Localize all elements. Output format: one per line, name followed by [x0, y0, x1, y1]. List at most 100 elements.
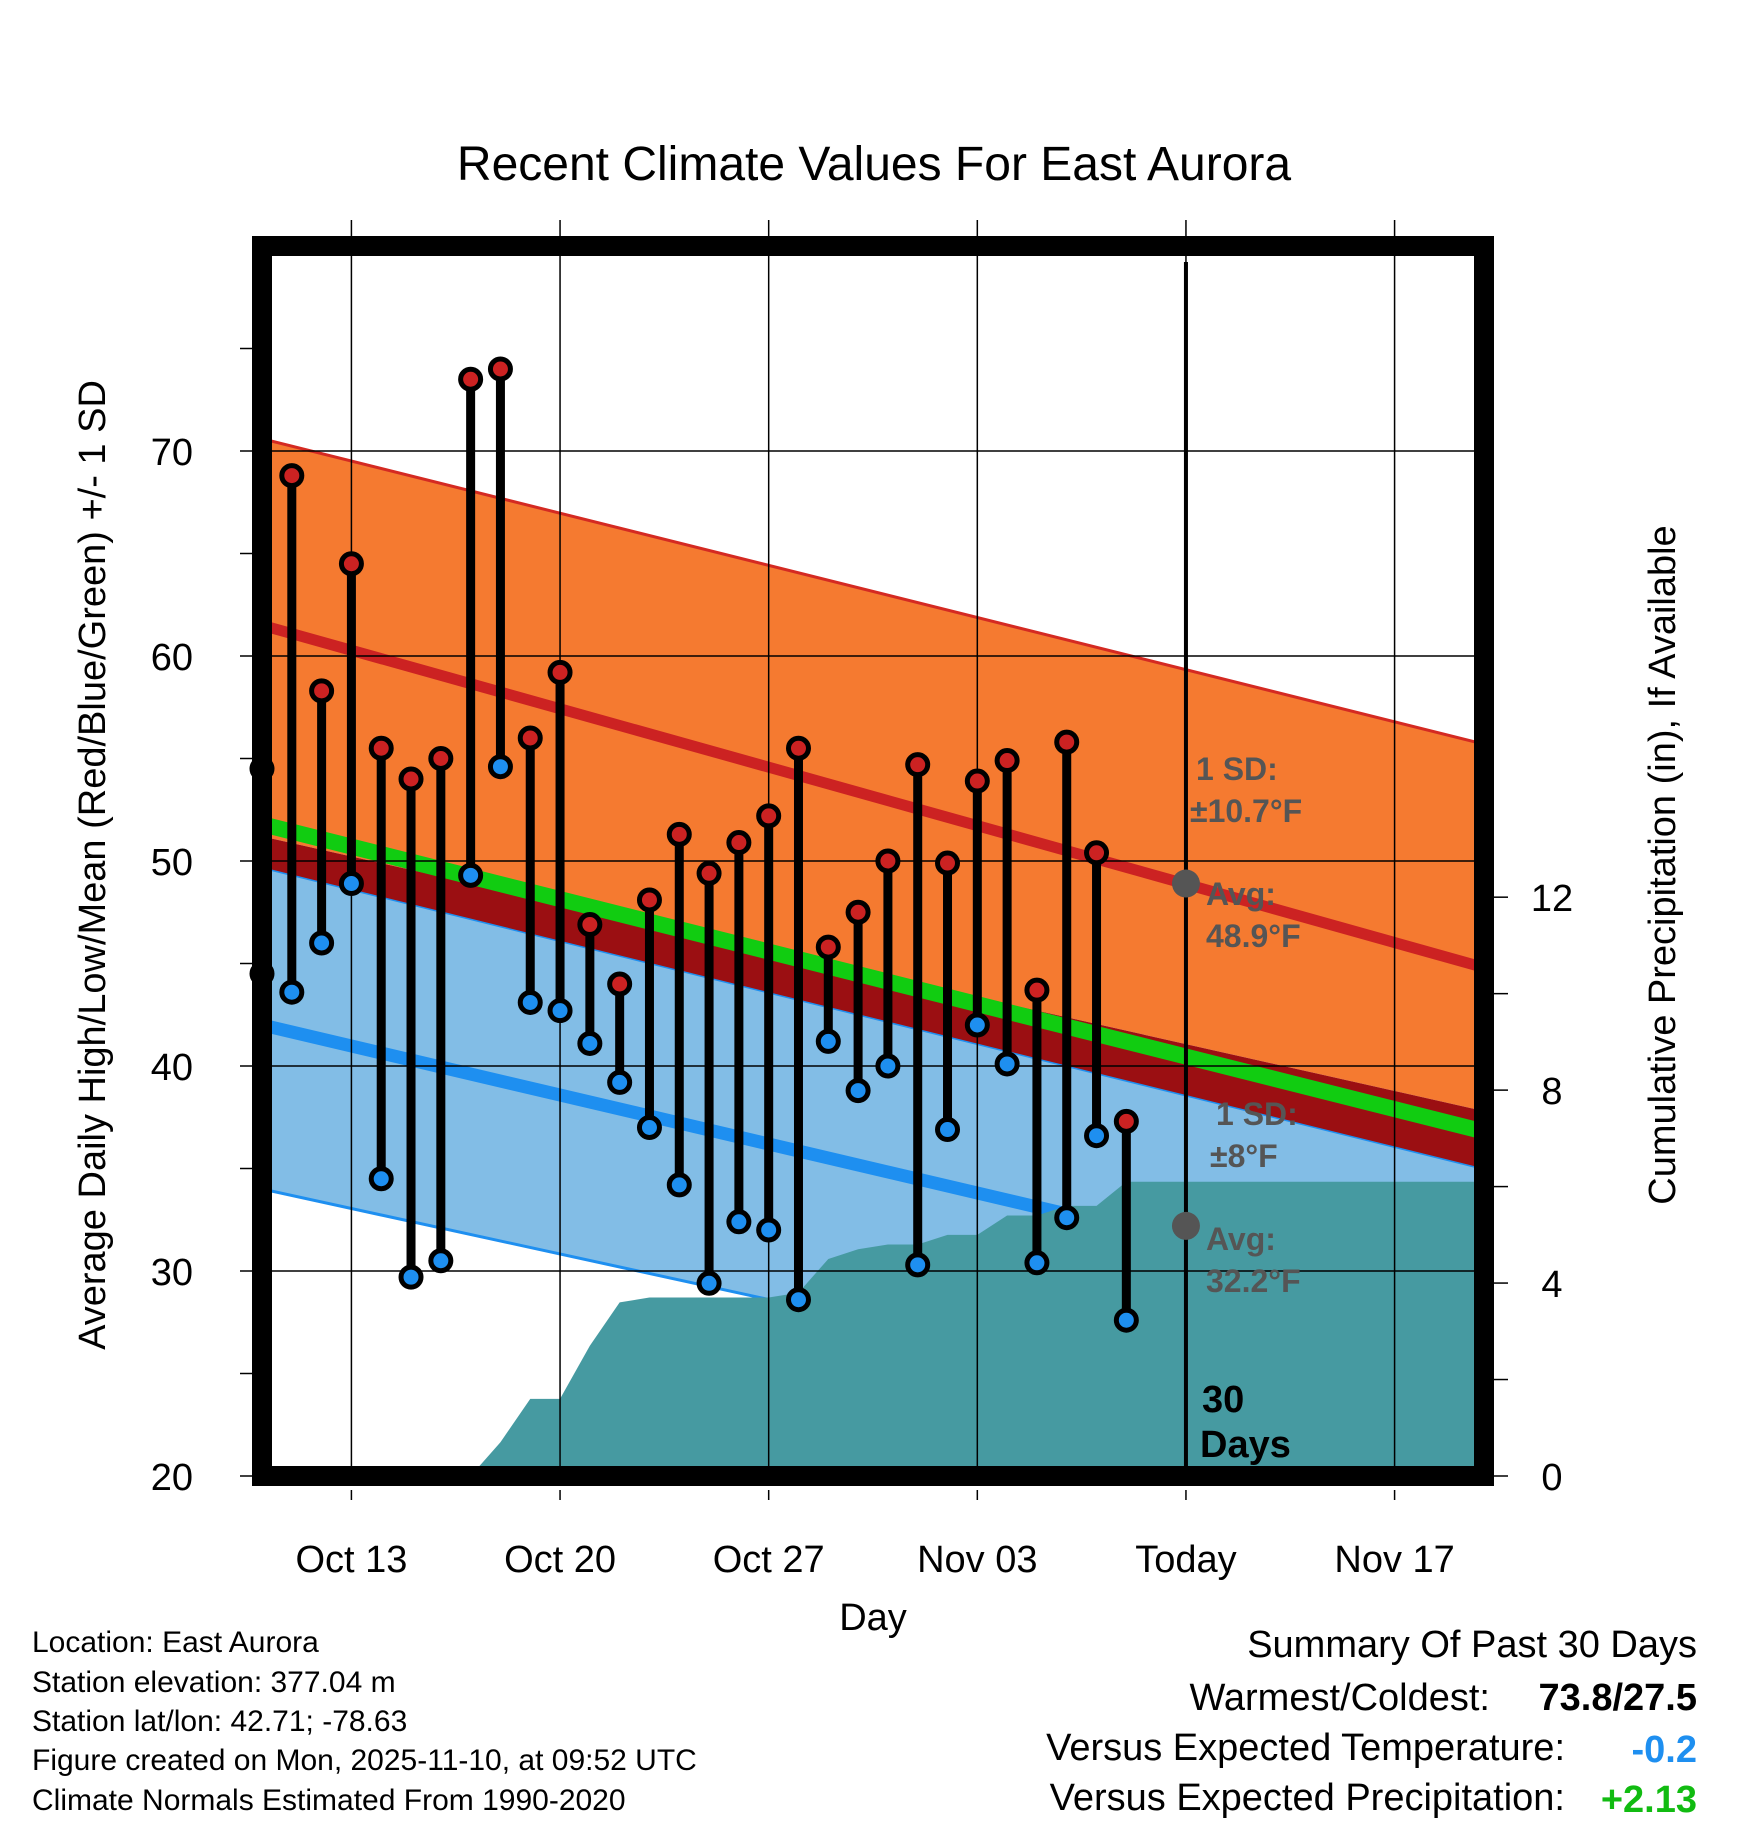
summary-precip-value: +2.13 [1601, 1779, 1697, 1821]
high-marker [1024, 977, 1050, 1003]
high-sd-band [262, 438, 1484, 1112]
high-marker [935, 850, 961, 876]
daily-range-bars [249, 356, 1139, 1333]
y-right-tick-label: 0 [1541, 1457, 1562, 1499]
low-avg-point [1171, 1211, 1200, 1240]
high-marker [547, 659, 573, 685]
low-marker [994, 1051, 1020, 1077]
high-marker [338, 551, 364, 577]
low-marker [458, 862, 484, 888]
high-marker [428, 746, 454, 771]
low-marker [309, 930, 335, 956]
low-avg-value: 32.2°F [1206, 1263, 1301, 1299]
info-created: Figure created on Mon, 2025-11-10, at 09… [32, 1744, 697, 1777]
low-marker [547, 998, 573, 1024]
x-tick-label: Nov 03 [917, 1539, 1037, 1581]
low-marker [964, 1012, 990, 1038]
low-marker [1054, 1205, 1080, 1231]
info-normals: Climate Normals Estimated From 1990-2020 [32, 1784, 626, 1817]
low-marker [756, 1217, 782, 1243]
low-marker [1024, 1250, 1050, 1276]
low-avg-label: Avg: [1206, 1221, 1276, 1257]
summary-temp-value: -0.2 [1632, 1729, 1697, 1771]
x-tick-label: Oct 20 [504, 1539, 616, 1581]
today-line-group [1171, 262, 1200, 1476]
low-marker [666, 1172, 692, 1198]
high-marker [1054, 729, 1080, 755]
high-marker [964, 768, 990, 794]
high-sd-upper-edge [262, 437, 1484, 746]
high-avg-label: Avg: [1206, 876, 1276, 912]
y-axis-left-label: Average Daily High/Low/Mean (Red/Blue/Gr… [72, 380, 114, 1350]
high-marker [815, 934, 841, 960]
high-marker [756, 803, 782, 829]
low-marker [845, 1078, 871, 1104]
low-marker [517, 989, 543, 1015]
high-marker [666, 821, 692, 847]
high-marker [785, 735, 811, 761]
low-sd-label: 1 SD: [1216, 1096, 1298, 1132]
high-marker [517, 725, 543, 751]
y-right-tick-label: 4 [1541, 1264, 1562, 1306]
high-marker [368, 735, 394, 761]
low-marker [398, 1264, 424, 1290]
info-location: Location: East Aurora [32, 1626, 319, 1659]
y-left-tick-label: 20 [151, 1457, 193, 1499]
info-elevation: Station elevation: 377.04 m [32, 1666, 396, 1699]
low-marker [785, 1287, 811, 1313]
summary-warmest-label: Warmest/Coldest: [1189, 1677, 1490, 1719]
y-left-tick-label: 60 [151, 637, 193, 679]
low-marker [279, 979, 305, 1005]
high-marker [577, 912, 603, 938]
low-marker [577, 1030, 603, 1056]
summary-temp-label: Versus Expected Temperature: [1046, 1727, 1565, 1769]
high-marker [1084, 840, 1110, 866]
low-marker [875, 1053, 901, 1079]
x-tick-label: Oct 27 [713, 1539, 825, 1581]
y-left-tick-label: 50 [151, 842, 193, 884]
axis-ticks: 20 30 40 50 60 70 0 4 8 12 Oct 13 Oct 20 Oct 27 Nov 0… [151, 347, 1573, 1581]
x-tick-label: Today [1135, 1539, 1236, 1581]
high-marker [636, 887, 662, 913]
x-tick-label: Oct 13 [295, 1539, 407, 1581]
y-right-tick-label: 12 [1531, 878, 1573, 920]
high-avg-value: 48.9°F [1206, 918, 1301, 954]
days-label: Days [1200, 1424, 1291, 1466]
summary-precip-label: Versus Expected Precipitation: [1050, 1777, 1565, 1819]
high-marker [875, 848, 901, 874]
low-marker [636, 1115, 662, 1140]
y-left-tick-label: 30 [151, 1252, 193, 1294]
x-tick-label: Nov 17 [1334, 1539, 1454, 1581]
low-marker [368, 1166, 394, 1192]
low-marker [487, 754, 513, 780]
high-marker [696, 860, 722, 886]
high-marker [845, 899, 871, 925]
high-avg-point [1171, 869, 1200, 898]
low-marker [905, 1252, 931, 1278]
low-marker [607, 1069, 633, 1095]
high-marker [994, 748, 1020, 774]
low-marker [726, 1209, 752, 1235]
high-marker [487, 356, 513, 382]
y-axis-right-label: Cumulative Precipitation (in), If Availa… [1642, 525, 1684, 1204]
high-mean-line [262, 619, 1484, 973]
sd-overlap-region [262, 836, 1484, 1169]
high-sd-label: 1 SD: [1196, 751, 1278, 787]
plot-frame [252, 236, 1494, 1486]
low-marker [696, 1270, 722, 1296]
summary-title: Summary Of Past 30 Days [1247, 1624, 1697, 1666]
low-marker [935, 1117, 961, 1143]
y-right-tick-label: 8 [1541, 1071, 1562, 1113]
low-marker [338, 871, 364, 897]
high-marker [398, 766, 424, 792]
low-marker [428, 1248, 454, 1274]
low-marker [815, 1028, 841, 1054]
precipitation-area [262, 1181, 1484, 1476]
y-left-tick-label: 70 [151, 432, 193, 474]
low-marker [1113, 1307, 1139, 1333]
days-count: 30 [1202, 1379, 1244, 1421]
x-axis-label: Day [839, 1597, 907, 1639]
chart-title: Recent Climate Values For East Aurora [457, 138, 1291, 191]
high-marker [905, 752, 931, 778]
